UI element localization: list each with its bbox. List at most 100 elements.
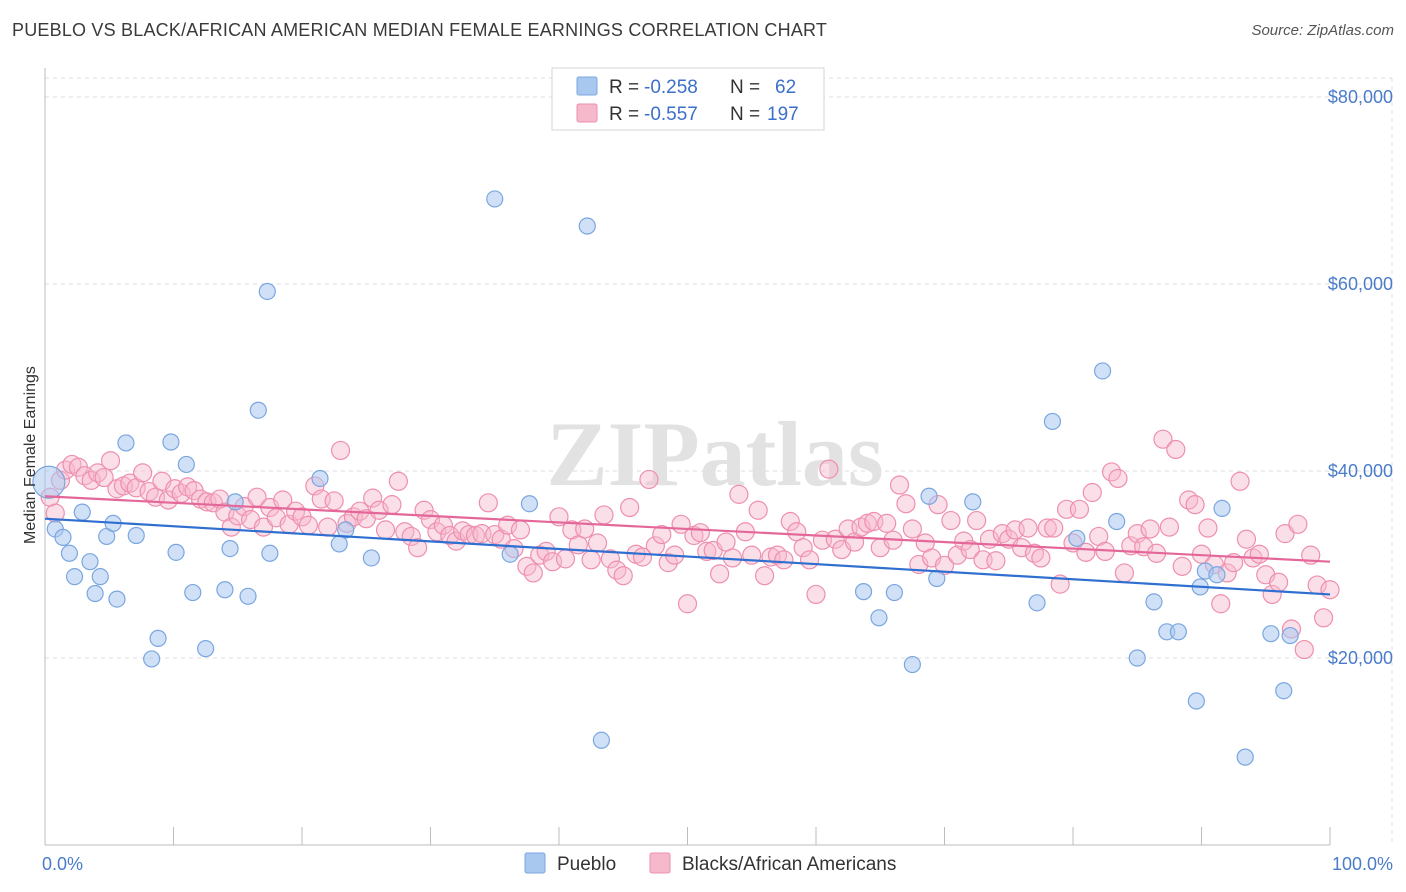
legend-n-value: 197: [767, 104, 799, 125]
point-black: [896, 494, 916, 514]
point-pueblo: [520, 495, 539, 513]
point-black: [1224, 553, 1244, 573]
point-pueblo: [1281, 626, 1299, 645]
point-black: [729, 484, 749, 504]
point-black: [1140, 519, 1160, 539]
source-label: Source: ZipAtlas.com: [1251, 22, 1394, 39]
point-pueblo: [86, 584, 104, 603]
point-black: [780, 511, 800, 532]
y-tick-label: $80,000: [1328, 87, 1393, 107]
bottom-legend-swatch-pueblo: [524, 852, 546, 874]
series-blacks-african-americans: [40, 429, 1340, 660]
point-black: [754, 566, 775, 586]
point-pueblo: [1213, 499, 1231, 517]
point-pueblo: [162, 433, 180, 451]
point-pueblo: [239, 587, 257, 605]
point-black: [748, 500, 768, 520]
legend-swatch-pueblo: [576, 76, 598, 96]
point-black: [324, 491, 344, 511]
point-pueblo: [108, 590, 126, 608]
point-black: [620, 497, 640, 518]
point-black: [825, 529, 845, 549]
trend-line-black: [44, 495, 1331, 563]
legend-r-value: -0.258: [644, 77, 698, 98]
point-black: [100, 451, 121, 471]
point-black: [889, 475, 910, 495]
point-black: [652, 524, 672, 545]
point-pueblo: [127, 526, 145, 545]
point-pueblo: [1093, 362, 1112, 380]
point-black: [1288, 514, 1308, 534]
point-pueblo: [81, 553, 99, 571]
point-black: [1166, 439, 1186, 460]
point-black: [690, 523, 710, 543]
point-pueblo: [221, 540, 239, 558]
y-tick-label: $40,000: [1328, 461, 1393, 481]
point-black: [587, 533, 608, 553]
x-tick-label: 0.0%: [42, 854, 83, 874]
point-black: [1320, 580, 1340, 600]
point-black: [1236, 529, 1257, 549]
point-black: [1275, 524, 1295, 544]
point-black: [363, 488, 383, 508]
point-pueblo: [167, 543, 185, 561]
point-pueblo: [1208, 566, 1226, 584]
point-black: [774, 550, 794, 570]
point-pueblo: [854, 583, 873, 601]
point-black: [1211, 594, 1231, 614]
point-black: [388, 471, 408, 491]
point-pueblo: [311, 469, 329, 488]
y-tick-label: $20,000: [1328, 648, 1393, 668]
point-black: [986, 551, 1006, 571]
point-black: [478, 493, 498, 513]
point-black: [221, 517, 241, 537]
point-black: [658, 553, 678, 573]
bottom-legend: Pueblo Blacks/African Americans: [524, 852, 896, 875]
point-black: [491, 529, 511, 549]
point-pueblo: [885, 583, 903, 602]
point-pueblo: [1262, 625, 1280, 643]
point-black: [1185, 495, 1205, 515]
point-pueblo: [903, 655, 921, 674]
point-pueblo: [258, 282, 276, 301]
point-pueblo: [177, 455, 195, 474]
trend-lines: [44, 495, 1331, 596]
legend-r-label: R =: [609, 77, 639, 98]
point-pueblo: [226, 493, 244, 511]
point-black: [555, 549, 576, 569]
point-black: [1018, 518, 1038, 538]
bottom-legend-label-pueblo: Pueblo: [557, 854, 616, 875]
point-black: [318, 517, 338, 537]
point-black: [677, 594, 698, 614]
point-black: [1114, 563, 1135, 583]
point-black: [298, 515, 319, 535]
point-pueblo: [920, 487, 938, 505]
point-pueblo: [1236, 748, 1254, 766]
point-black: [697, 541, 717, 562]
point-black: [1153, 429, 1173, 449]
point-pueblo: [578, 217, 596, 235]
point-pueblo: [1043, 412, 1062, 431]
point-pueblo: [65, 568, 84, 586]
point-black: [1230, 471, 1250, 491]
point-black: [1037, 518, 1057, 538]
point-pueblo: [73, 503, 91, 521]
point-black: [806, 584, 826, 605]
point-pueblo: [1028, 594, 1046, 612]
point-pueblo: [1108, 512, 1126, 531]
point-pueblo: [54, 528, 72, 546]
point-black: [408, 538, 428, 558]
point-pueblo: [337, 521, 355, 539]
point-pueblo: [1187, 692, 1205, 710]
point-black: [1082, 482, 1102, 503]
point-pueblo: [143, 650, 161, 668]
point-black: [94, 467, 114, 488]
point-black: [1108, 468, 1128, 489]
point-pueblo: [149, 629, 167, 647]
point-black: [1294, 639, 1314, 660]
point-pueblo: [486, 190, 504, 208]
point-black: [330, 440, 351, 461]
point-black: [600, 549, 621, 569]
point-pueblo: [870, 609, 888, 627]
y-tick-label: $60,000: [1328, 274, 1393, 294]
